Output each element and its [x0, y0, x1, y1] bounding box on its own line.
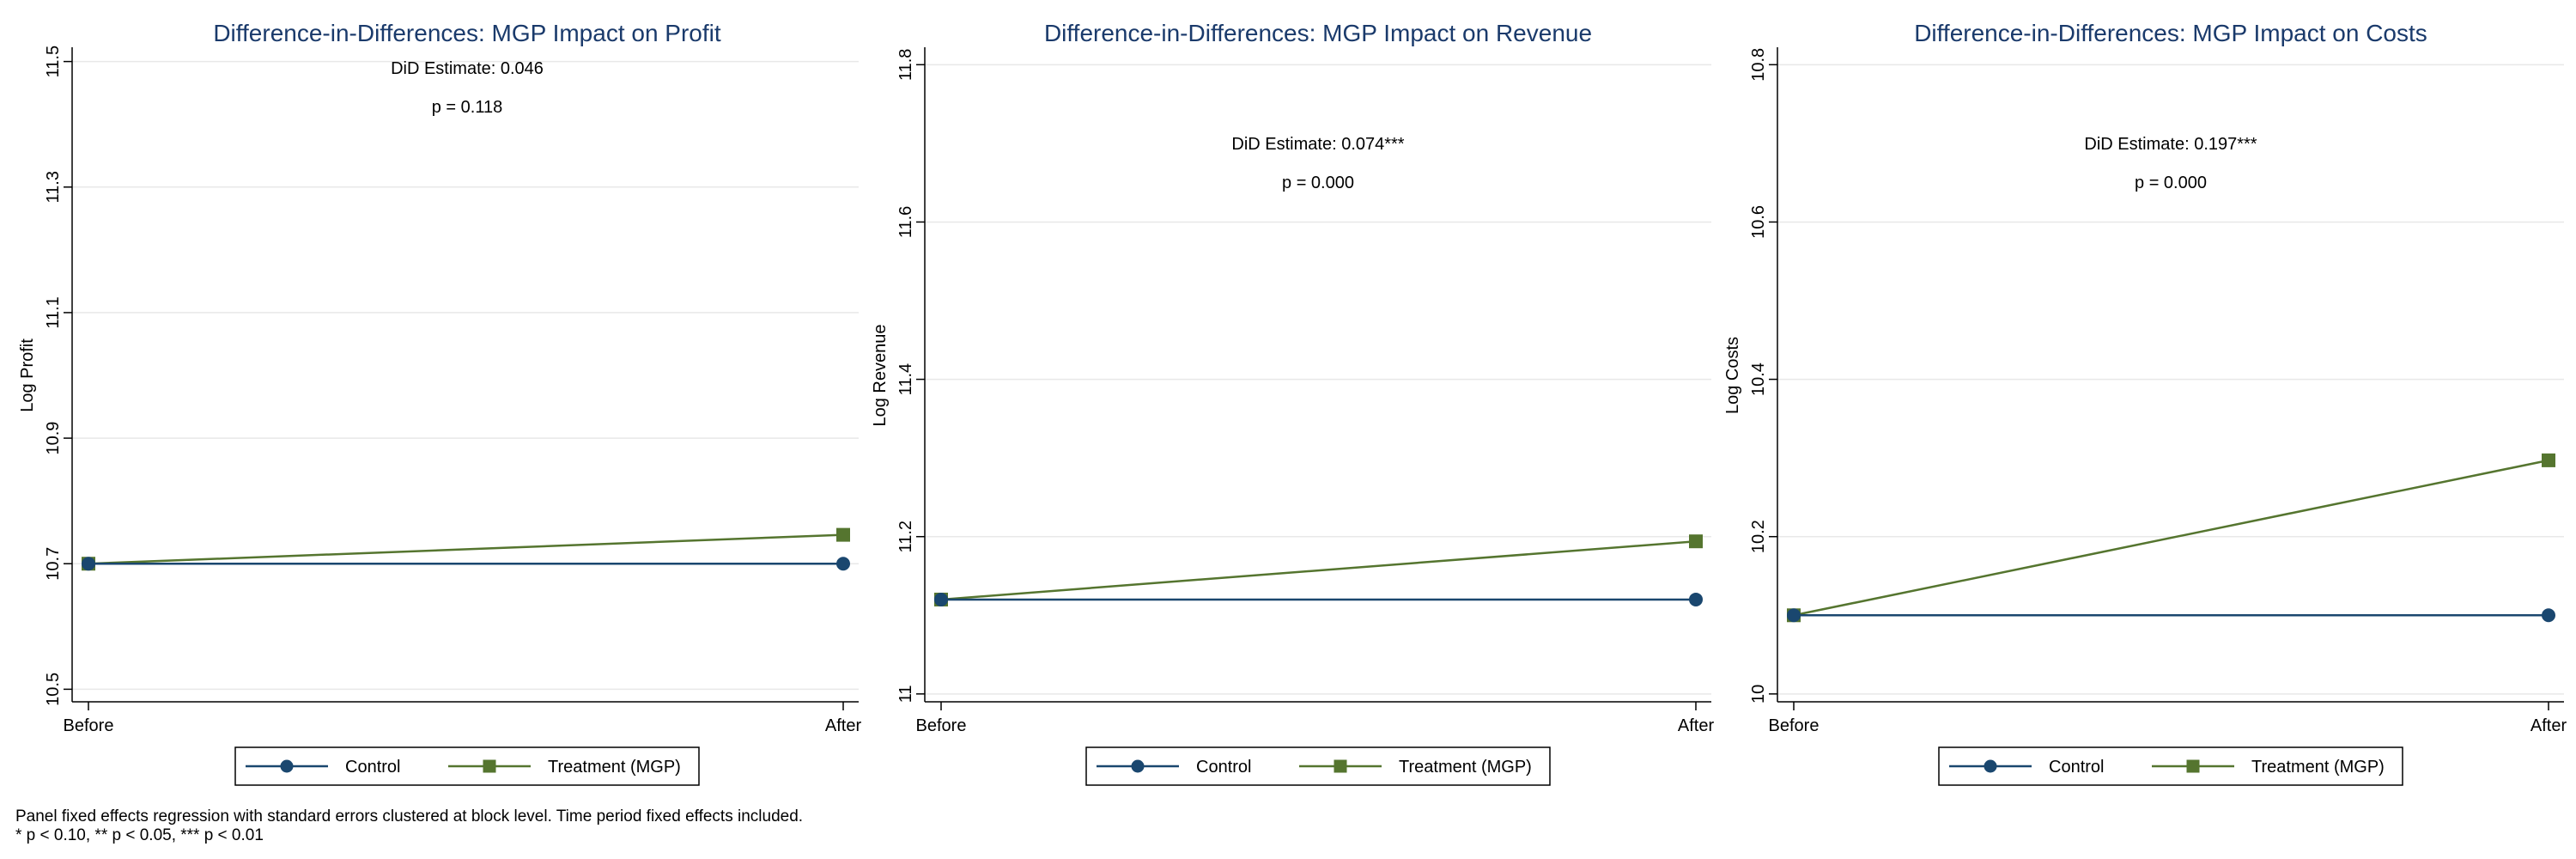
y-tick-label: 10.5: [44, 673, 63, 706]
y-axis-title: Log Costs: [1723, 337, 1742, 414]
did-annotation: DiD Estimate: 0.074***: [1231, 135, 1404, 154]
panel-1: 10.5 10.7 10.9 11.1 11.3 11.5 Before After Log P…: [18, 20, 862, 786]
control-point: [836, 557, 850, 571]
panel-title: Difference-in-Differences: MGP Impact on…: [1044, 20, 1592, 46]
legend-treatment-marker: [483, 759, 496, 773]
series-line-treatment: [1793, 459, 2549, 617]
y-tick-label: 11.2: [896, 521, 915, 552]
legend-control-label: Control: [2049, 758, 2104, 777]
y-tick-label: 11.3: [44, 171, 63, 203]
legend-control-marker: [1984, 759, 1997, 773]
legend-control-label: Control: [1196, 758, 1251, 777]
control-point: [1689, 592, 1703, 606]
legend-control-marker: [280, 759, 294, 773]
control-point: [1787, 608, 1801, 623]
treatment-point: [1689, 534, 1703, 549]
treatment-point: [2542, 453, 2555, 467]
panel-2: 11 11.2 11.4 11.6 11.8 Before After Log Revenue…: [871, 20, 1715, 786]
did-annotation: DiD Estimate: 0.046: [391, 59, 544, 78]
panel-3: 10 10.2 10.4 10.6 10.8 Before After Log Costs Di…: [1723, 20, 2567, 786]
y-tick-label: 10.7: [44, 547, 63, 581]
did-annotation: p = 0.118: [432, 98, 502, 117]
treatment-point: [836, 527, 850, 542]
control-point: [2542, 608, 2555, 623]
series-line-treatment: [88, 533, 844, 565]
legend-treatment-label: Treatment (MGP): [2251, 758, 2385, 777]
x-tick-label: Before: [916, 716, 967, 735]
y-tick-label: 10.8: [1749, 48, 1768, 82]
control-point: [82, 557, 95, 571]
y-tick-label: 11.4: [896, 363, 915, 395]
y-axis-title: Log Profit: [18, 338, 37, 412]
legend-treatment-label: Treatment (MGP): [548, 758, 681, 777]
x-tick-label: After: [825, 716, 862, 735]
footnote-method: Panel fixed effects regression with stan…: [15, 807, 804, 825]
series-line-treatment: [940, 539, 1697, 601]
y-tick-label: 11: [896, 685, 915, 703]
x-tick-label: After: [1678, 716, 1715, 735]
y-tick-label: 10: [1749, 685, 1768, 704]
x-tick-label: After: [2530, 716, 2567, 735]
panel-title: Difference-in-Differences: MGP Impact on…: [213, 20, 721, 46]
legend-treatment-marker: [2186, 759, 2200, 773]
y-tick-label: 10.6: [1749, 205, 1768, 239]
did-annotation: p = 0.000: [1282, 174, 1354, 192]
legend-control-label: Control: [345, 758, 400, 777]
y-tick-label: 10.9: [44, 422, 63, 455]
y-tick-label: 11.6: [896, 206, 915, 238]
footnote-significance: * p < 0.10, ** p < 0.05, *** p < 0.01: [15, 826, 264, 844]
control-point: [934, 592, 948, 606]
y-tick-label: 10.2: [1749, 520, 1768, 553]
legend-treatment-label: Treatment (MGP): [1399, 758, 1532, 777]
legend-control-marker: [1131, 759, 1145, 773]
legend-treatment-marker: [1334, 759, 1347, 773]
x-tick-label: Before: [1769, 716, 1820, 735]
y-axis-title: Log Revenue: [871, 325, 890, 427]
y-tick-label: 11.5: [44, 46, 63, 77]
did-annotation: DiD Estimate: 0.197***: [2084, 135, 2257, 154]
y-tick-label: 11.1: [44, 296, 63, 328]
y-tick-label: 10.4: [1749, 362, 1768, 396]
did-annotation: p = 0.000: [2135, 174, 2207, 192]
panel-title: Difference-in-Differences: MGP Impact on…: [1914, 20, 2427, 46]
y-tick-label: 11.8: [896, 49, 915, 81]
x-tick-label: Before: [64, 716, 114, 735]
